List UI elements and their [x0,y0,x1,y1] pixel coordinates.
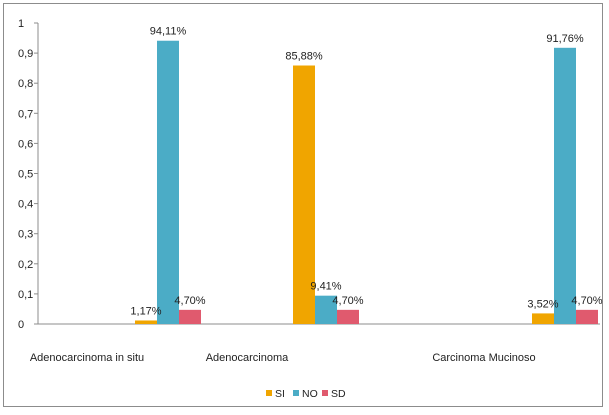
legend-swatch-no [293,390,299,396]
bar-sd [576,309,598,324]
data-label: 9,41% [310,281,341,293]
y-tick-label: 0,5 [18,169,33,181]
y-tick-label: 1 [18,18,24,30]
x-axis-categories: Adenocarcinoma in situ Adenocarcinoma Carc… [30,352,536,364]
legend-swatch-si [266,390,272,396]
y-tick-label: 0,1 [18,289,33,301]
legend-label-si: SI [275,388,285,400]
bar-si [293,65,315,324]
y-tick-label: 0,7 [18,108,33,120]
bar-chart: 0 0,1 0,2 0,3 0,4 0,5 0,6 0,7 0,8 0,9 1 1,17% 94,11… [18,18,603,400]
data-labels: 1,17% 94,11% 4,70% 85,88% 9,41% 4,70% 3,52% 91,… [130,26,602,318]
data-label: 4,70% [332,295,363,307]
chart-legend: SI NO SD [266,388,346,400]
data-label: 85,88% [285,51,323,63]
bar-si [532,313,554,324]
bar-sd [337,309,359,324]
legend-label-sd: SD [331,388,346,400]
chart-axes [37,23,600,325]
bar-no [315,295,337,324]
y-tick-label: 0,9 [18,48,33,60]
data-label: 94,11% [150,26,187,38]
legend-label-no: NO [302,388,318,400]
y-tick-label: 0 [18,319,24,331]
y-tick-label: 0,8 [18,78,33,90]
bar-series [135,40,598,324]
data-label: 4,70% [174,295,205,307]
y-tick-label: 0,2 [18,259,33,271]
y-tick-label: 0,6 [18,138,33,150]
chart-frame: 0 0,1 0,2 0,3 0,4 0,5 0,6 0,7 0,8 0,9 1 1,17% 94,11… [3,3,603,407]
y-tick-label: 0,3 [18,229,33,241]
bar-no [554,47,576,324]
data-label: 3,52% [527,298,558,310]
x-category-label: Adenocarcinoma in situ [30,352,144,364]
bar-sd [179,309,201,324]
legend-swatch-sd [322,390,328,396]
data-label: 4,70% [571,295,602,307]
x-category-label: Adenocarcinoma [206,352,289,364]
y-tick-label: 0,4 [18,199,33,211]
x-category-label: Carcinoma Mucinoso [432,352,535,364]
bar-si [135,320,157,324]
bar-no [157,40,179,324]
y-axis-ticks: 0 0,1 0,2 0,3 0,4 0,5 0,6 0,7 0,8 0,9 1 [18,18,38,331]
data-label: 91,76% [546,33,584,45]
data-label: 1,17% [130,305,161,317]
